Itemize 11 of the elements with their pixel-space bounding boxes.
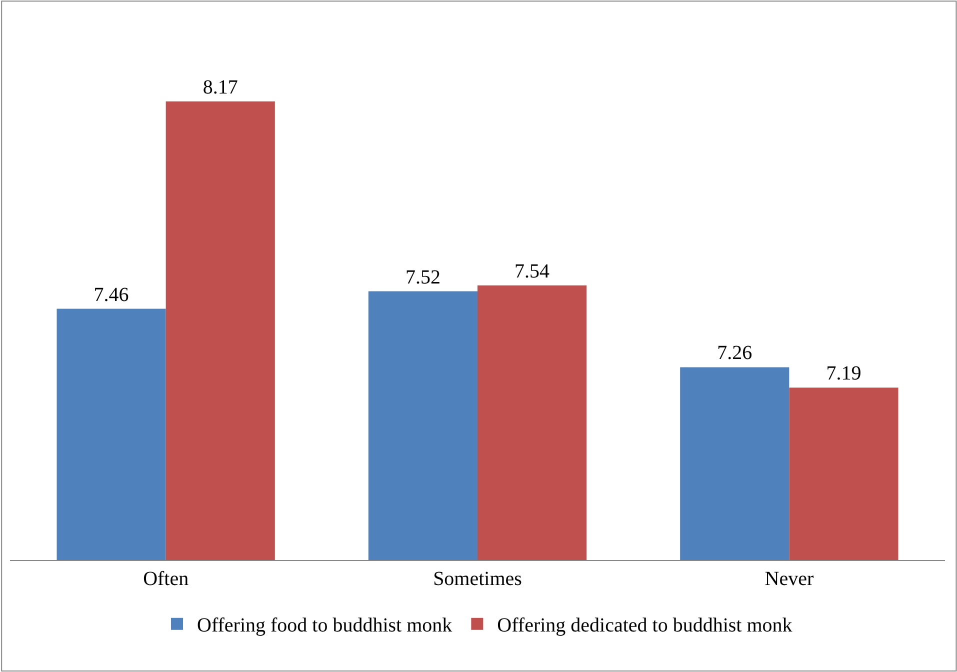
data-label: 7.26: [717, 342, 752, 364]
data-label: 7.54: [514, 260, 550, 282]
data-label: 7.19: [826, 362, 862, 385]
x-tick-label: Never: [764, 568, 814, 590]
x-tick-label: Sometimes: [433, 568, 522, 590]
legend-label: Offering food to buddhist monk: [197, 614, 452, 637]
data-label: 7.46: [94, 284, 129, 306]
x-tick-label: Often: [143, 568, 189, 590]
data-label: 7.52: [405, 266, 440, 288]
data-label: 8.17: [202, 76, 238, 98]
legend-label: Offering dedicated to buddhist monk: [497, 614, 792, 637]
